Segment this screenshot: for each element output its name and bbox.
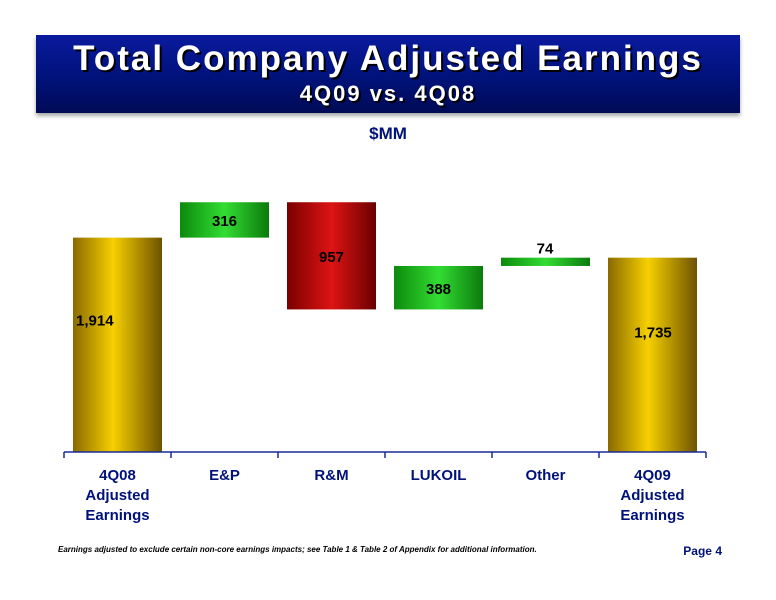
unit-label: $MM [369,124,407,143]
bar-5 [608,257,697,452]
chart-subtitle: 4Q09 vs. 4Q08 [299,81,477,106]
bar-2 [287,202,376,310]
page-number: Page 4 [683,544,722,558]
category-label-5: 4Q09 Adjusted Earnings [620,467,684,524]
chart-title: Total Company Adjusted Earnings [73,39,703,78]
category-label-1: E&P [209,467,240,484]
bar-0 [73,237,162,452]
bar-3 [394,265,483,310]
data-label-4: 74 [537,241,554,258]
category-label-2: R&M [314,467,348,484]
data-label-1: 316 [212,213,237,230]
category-label-0: 4Q08 Adjusted Earnings [85,467,149,524]
title-banner: Total Company Adjusted Earnings 4Q09 vs.… [36,35,740,113]
bar-1 [180,202,269,238]
footnote: Earnings adjusted to exclude certain non… [58,545,537,554]
bar-4 [501,257,590,266]
category-label-3: LUKOIL [411,467,467,484]
category-label-4: Other [525,467,565,484]
data-label-3: 388 [426,281,451,298]
data-label-0: 1,914 [76,313,114,330]
data-label-5: 1,735 [634,324,672,341]
data-label-2: 957 [319,249,344,266]
